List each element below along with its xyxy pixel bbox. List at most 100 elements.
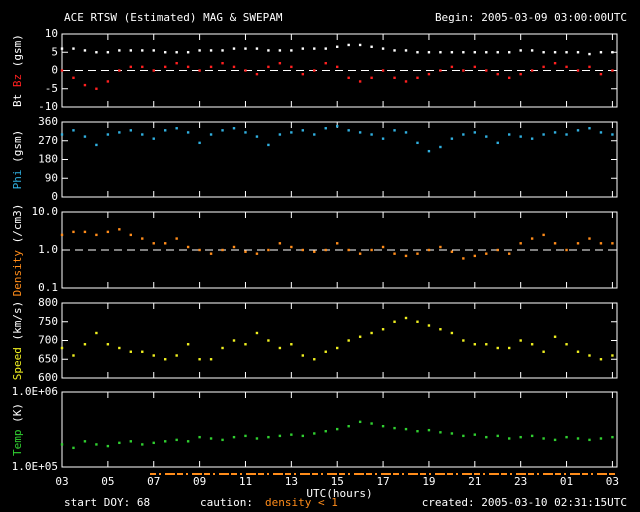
data-point xyxy=(530,69,534,72)
data-point xyxy=(221,62,224,65)
y-tick-label: 800 xyxy=(38,296,58,309)
data-point xyxy=(347,424,350,428)
data-point xyxy=(358,43,362,47)
data-point xyxy=(83,230,87,234)
data-point xyxy=(186,245,190,249)
data-point xyxy=(473,51,477,54)
data-point xyxy=(393,76,396,79)
data-point xyxy=(450,331,454,335)
data-point xyxy=(244,47,247,50)
data-point xyxy=(175,127,178,130)
data-point xyxy=(576,69,580,72)
data-point xyxy=(416,430,419,433)
data-point xyxy=(599,358,603,361)
x-tick-label: 13 xyxy=(285,475,298,488)
y-tick-label: 10 xyxy=(45,27,58,40)
data-point xyxy=(198,435,201,439)
data-point xyxy=(244,434,247,438)
data-point xyxy=(611,133,614,136)
data-point xyxy=(129,129,133,132)
data-point xyxy=(83,49,87,52)
data-point xyxy=(565,133,568,136)
data-point xyxy=(485,252,488,255)
data-point xyxy=(175,237,178,240)
data-point xyxy=(588,127,591,130)
data-point xyxy=(611,69,614,72)
data-point xyxy=(496,434,499,438)
data-point xyxy=(473,65,477,69)
data-point xyxy=(542,65,545,69)
data-point xyxy=(186,51,190,54)
y-axis-label: Temp (K) xyxy=(11,403,24,456)
panel-frame xyxy=(61,121,618,198)
data-point xyxy=(588,65,591,69)
begin-time: Begin: 2005-03-09 03:00:00UTC xyxy=(435,11,627,24)
data-point xyxy=(416,252,419,255)
data-point xyxy=(347,129,350,132)
y-tick-label: 180 xyxy=(38,153,58,166)
data-point xyxy=(427,149,431,153)
data-point xyxy=(118,49,121,52)
data-point xyxy=(381,69,385,72)
data-point xyxy=(290,245,293,249)
data-point xyxy=(267,65,270,69)
data-point xyxy=(244,131,247,134)
data-point xyxy=(129,233,133,237)
data-point xyxy=(347,339,350,342)
data-point xyxy=(152,137,155,140)
data-point xyxy=(290,131,293,134)
data-point xyxy=(588,438,591,442)
data-point xyxy=(599,242,603,245)
data-point xyxy=(416,76,419,79)
data-point xyxy=(324,62,327,65)
y-axis-label: Density (/cm3) xyxy=(11,204,24,297)
data-point xyxy=(427,72,431,76)
data-point xyxy=(416,51,419,54)
y-tick-label: 0 xyxy=(51,190,58,203)
data-point xyxy=(427,51,431,54)
data-point xyxy=(370,331,373,335)
data-point xyxy=(209,133,213,136)
data-point xyxy=(313,69,316,72)
data-point xyxy=(118,441,121,445)
data-point xyxy=(118,346,121,350)
data-point xyxy=(599,72,603,76)
data-point xyxy=(186,343,190,346)
data-point xyxy=(370,422,373,425)
data-point xyxy=(462,51,465,54)
data-point xyxy=(186,65,190,69)
data-point xyxy=(95,443,98,446)
data-point xyxy=(427,248,431,252)
data-point xyxy=(290,343,293,346)
data-point xyxy=(152,69,155,72)
y-tick-label: 0 xyxy=(51,64,58,77)
data-point xyxy=(232,127,236,130)
data-point xyxy=(565,343,568,346)
data-point xyxy=(267,435,270,439)
data-point xyxy=(232,339,236,342)
caution: caution: xyxy=(200,496,253,509)
data-point xyxy=(290,433,293,436)
data-point xyxy=(278,242,282,245)
data-point xyxy=(404,131,408,134)
data-point xyxy=(141,350,144,353)
data-point xyxy=(141,133,144,136)
y-axis-unit: (gsm) xyxy=(11,34,24,67)
data-point xyxy=(462,339,465,342)
data-point xyxy=(60,47,64,50)
x-tick-label: 23 xyxy=(514,475,527,488)
y-tick-label: 1.0 xyxy=(38,243,58,256)
data-point xyxy=(301,248,305,252)
legend-entry: Temp xyxy=(11,430,24,457)
data-point xyxy=(129,65,133,69)
data-point xyxy=(141,237,144,240)
data-point xyxy=(576,350,580,353)
chart-title: ACE RTSW (Estimated) MAG & SWEPAM xyxy=(64,11,283,24)
legend-entry: Bt xyxy=(11,94,24,107)
data-point xyxy=(221,346,224,350)
data-point xyxy=(324,248,327,252)
data-point xyxy=(542,437,545,440)
data-point xyxy=(496,72,499,76)
data-point xyxy=(164,51,167,54)
